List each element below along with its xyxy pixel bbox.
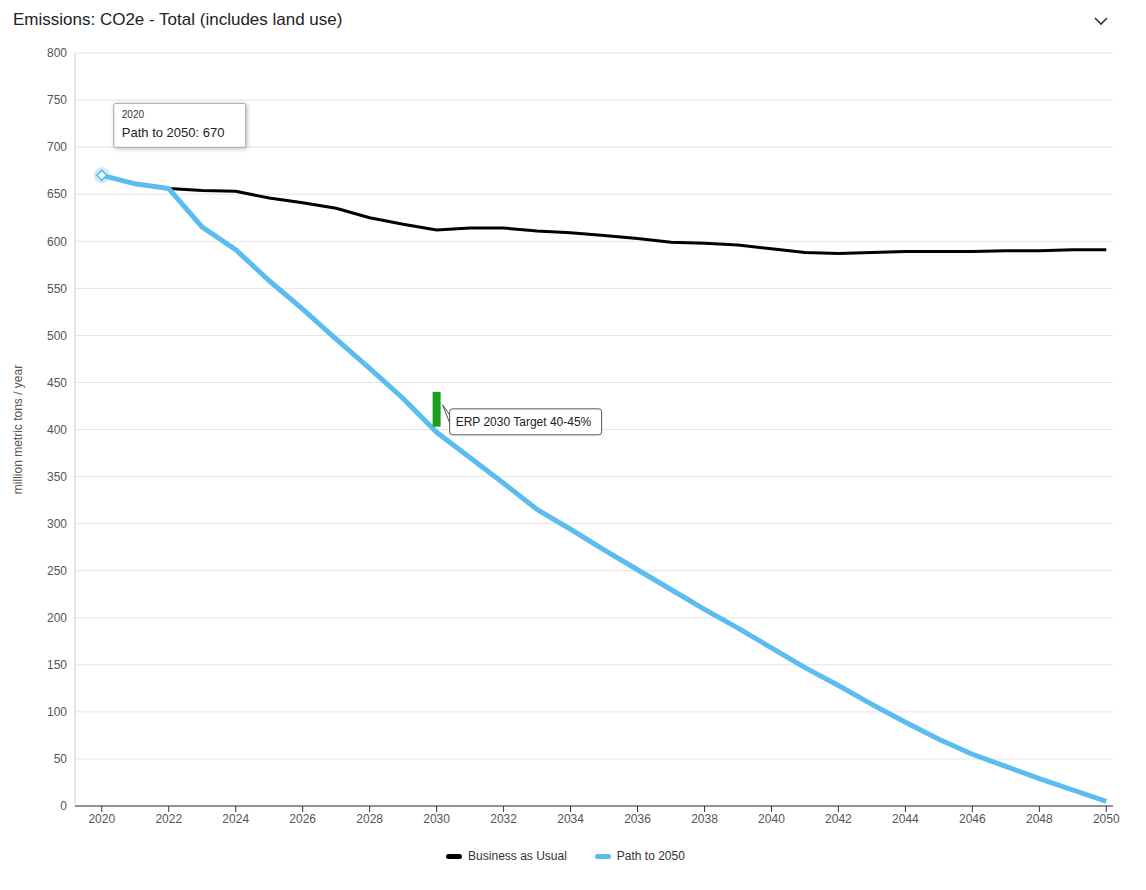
svg-text:800: 800	[47, 46, 67, 60]
svg-text:0: 0	[60, 799, 67, 813]
svg-text:2034: 2034	[557, 812, 584, 826]
html-text:Path to 2050: Path to 2050	[616, 849, 685, 863]
svg-text:450: 450	[47, 376, 67, 390]
svg-text:million metric tons / year: million metric tons / year	[11, 365, 25, 494]
svg-text:2030: 2030	[423, 812, 450, 826]
svg-text:ERP 2030 Target 40-45%: ERP 2030 Target 40-45%	[456, 415, 592, 429]
svg-text:650: 650	[47, 187, 67, 201]
svg-text:2028: 2028	[356, 812, 383, 826]
svg-text:2036: 2036	[624, 812, 651, 826]
svg-text:2024: 2024	[222, 812, 249, 826]
svg-text:2032: 2032	[490, 812, 517, 826]
svg-text:550: 550	[47, 282, 67, 296]
html-text:Emissions: CO2e - Total (inclu: Emissions: CO2e - Total (includes land u…	[13, 10, 343, 29]
svg-text:750: 750	[47, 93, 67, 107]
svg-text:250: 250	[47, 564, 67, 578]
svg-text:350: 350	[47, 470, 67, 484]
svg-text:200: 200	[47, 611, 67, 625]
svg-text:2038: 2038	[691, 812, 718, 826]
svg-text:2040: 2040	[758, 812, 785, 826]
svg-text:2020: 2020	[88, 812, 115, 826]
svg-text:150: 150	[47, 658, 67, 672]
svg-text:400: 400	[47, 423, 67, 437]
svg-text:300: 300	[47, 517, 67, 531]
svg-text:2042: 2042	[825, 812, 852, 826]
svg-text:700: 700	[47, 140, 67, 154]
svg-text:2022: 2022	[155, 812, 182, 826]
svg-text:2020: 2020	[122, 109, 145, 120]
svg-text:600: 600	[47, 235, 67, 249]
svg-text:2026: 2026	[289, 812, 316, 826]
svg-text:2050: 2050	[1093, 812, 1120, 826]
html-text:Business as Usual: Business as Usual	[468, 849, 567, 863]
svg-text:Path to 2050: 670: Path to 2050: 670	[122, 125, 225, 140]
svg-text:2044: 2044	[892, 812, 919, 826]
svg-text:2046: 2046	[959, 812, 986, 826]
svg-text:2048: 2048	[1026, 812, 1053, 826]
svg-text:50: 50	[54, 752, 68, 766]
svg-text:500: 500	[47, 329, 67, 343]
svg-text:100: 100	[47, 705, 67, 719]
